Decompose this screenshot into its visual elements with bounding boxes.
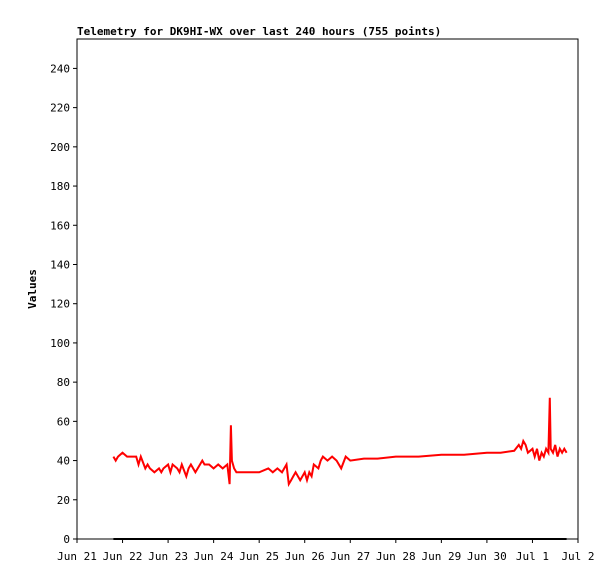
plot-area-frame xyxy=(76,38,579,540)
y-tick-label: 120 xyxy=(50,298,70,311)
y-tick-label: 60 xyxy=(57,415,70,428)
y-axis-label: Values xyxy=(26,269,39,309)
x-tick-label: Jun 23 xyxy=(148,550,188,563)
x-tick-label: Jun 24 xyxy=(194,550,234,563)
x-tick-label: Jul 2 xyxy=(561,550,594,563)
y-axis: 0 20 40 60 80 100 120 140 160 180 200 220 240 xyxy=(50,62,77,546)
y-tick-label: 0 xyxy=(63,533,70,546)
x-axis: Jun 21 Jun 22 Jun 23 Jun 24 Jun 25 Jun 26 Jun … xyxy=(57,539,595,563)
x-tick-label: Jun 29 xyxy=(421,550,461,563)
x-tick-label: Jun 28 xyxy=(376,550,416,563)
y-tick-label: 80 xyxy=(57,376,70,389)
y-tick-label: 200 xyxy=(50,141,70,154)
x-tick-label: Jun 27 xyxy=(330,550,370,563)
y-tick-label: 100 xyxy=(50,337,70,350)
telemetry-series-line xyxy=(112,397,568,488)
y-tick-label: 220 xyxy=(50,102,70,115)
x-tick-label: Jun 25 xyxy=(239,550,279,563)
x-tick-label: Jun 26 xyxy=(285,550,325,563)
y-tick-label: 180 xyxy=(50,180,70,193)
x-tick-label: Jun 30 xyxy=(467,550,507,563)
y-tick-label: 20 xyxy=(57,494,70,507)
x-tick-label: Jul 1 xyxy=(516,550,549,563)
x-tick-label: Jun 21 xyxy=(57,550,97,563)
chart-title: Telemetry for DK9HI-WX over last 240 hou… xyxy=(77,25,441,38)
y-tick-label: 40 xyxy=(57,455,70,468)
series-layer xyxy=(112,397,568,540)
y-tick-label: 140 xyxy=(50,258,70,271)
y-tick-label: 240 xyxy=(50,62,70,75)
x-tick-label: Jun 22 xyxy=(103,550,143,563)
y-tick-label: 160 xyxy=(50,219,70,232)
